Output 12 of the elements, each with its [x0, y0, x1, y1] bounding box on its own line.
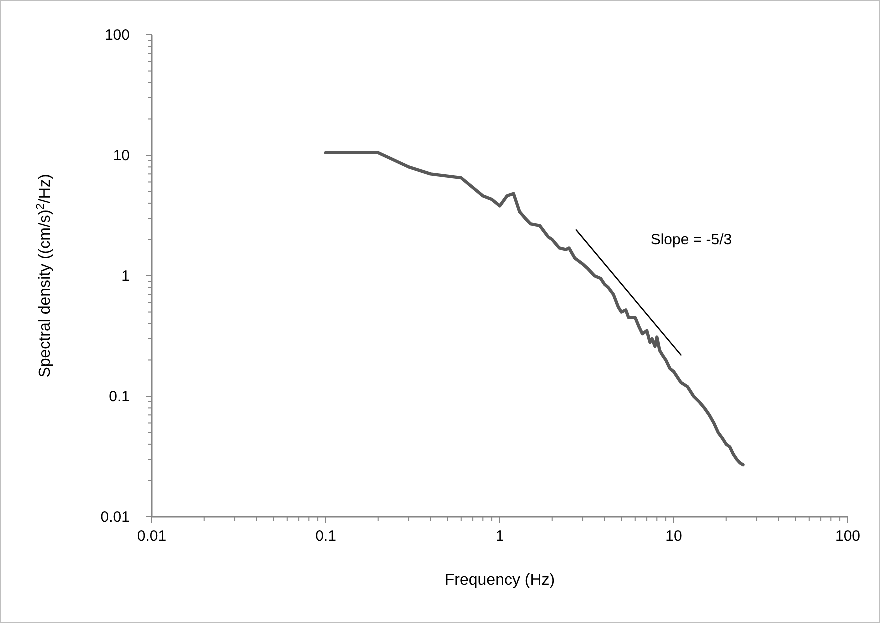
x-tick-label: 0.1 — [316, 528, 336, 545]
y-tick-label: 0.1 — [109, 388, 130, 406]
x-axis-title: Frequency (Hz) — [444, 572, 556, 589]
y-tick-label: 0.01 — [100, 509, 130, 526]
x-tick-label: 0.01 — [137, 528, 167, 545]
annotation: Slope = -5/3 — [650, 232, 732, 249]
y-tick-label: 100 — [104, 27, 130, 44]
x-tick-label: 100 — [835, 528, 861, 545]
y-tick-label: 1 — [122, 268, 130, 285]
y-tick-label: 10 — [113, 148, 130, 164]
x-tick-label: 1 — [496, 528, 504, 545]
x-tick-label: 10 — [666, 528, 682, 545]
